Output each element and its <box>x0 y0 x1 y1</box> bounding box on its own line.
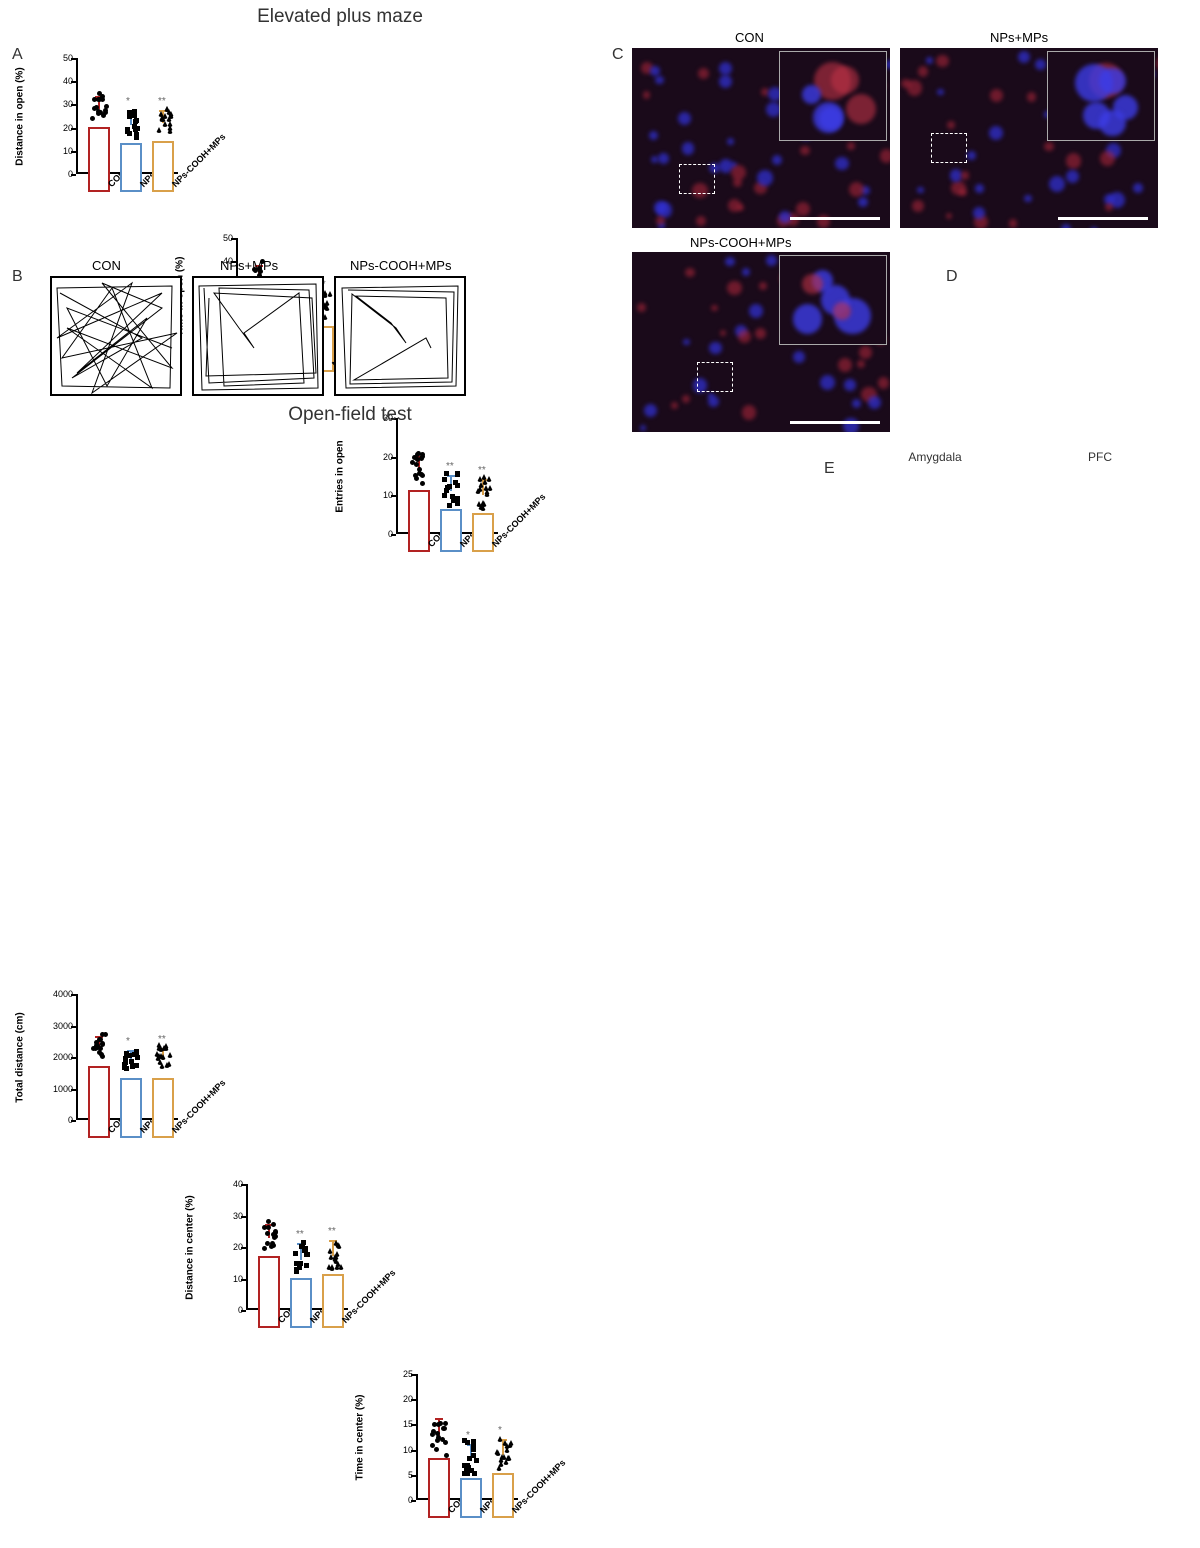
track-con <box>50 276 182 396</box>
micro-label-con: CON <box>735 30 764 45</box>
title-oft: Open-field test <box>240 404 460 426</box>
panel-label-b: B <box>12 268 23 286</box>
micro-npsc <box>632 252 890 432</box>
chart-oft-entries: 020406080100Entries in centerCON*NPs+MPs… <box>548 1542 708 1548</box>
track-npsc <box>334 276 466 396</box>
micro-nps <box>900 48 1158 228</box>
panel-label-e: E <box>824 460 835 478</box>
title-amygdala: Amygdala <box>890 450 980 464</box>
micro-label-nps: NPs+MPs <box>990 30 1048 45</box>
chart-oft-timepct: 0510152025Time in center (%)CON*NPs+MPs*… <box>378 1352 528 1542</box>
chart-oft-distpct: 010203040Distance in center (%)CON**NPs+… <box>208 1162 358 1352</box>
panel-label-d: D <box>946 268 958 286</box>
chart-epm-distance: 01020304050Distance in open (%)CON*NPs+M… <box>38 36 188 216</box>
chart-oft-total: 01000200030004000Total distance (cm)CON*… <box>38 972 188 1162</box>
micro-con <box>632 48 890 228</box>
track-label-npsc: NPs-COOH+MPs <box>350 258 451 273</box>
track-label-nps: NPs+MPs <box>220 258 278 273</box>
track-nps <box>192 276 324 396</box>
panel-label-c: C <box>612 46 624 64</box>
track-label-con: CON <box>92 258 121 273</box>
micro-label-npsc: NPs-COOH+MPs <box>690 235 791 250</box>
title-pfc: PFC <box>1070 450 1130 464</box>
title-epm: Elevated plus maze <box>210 6 470 28</box>
